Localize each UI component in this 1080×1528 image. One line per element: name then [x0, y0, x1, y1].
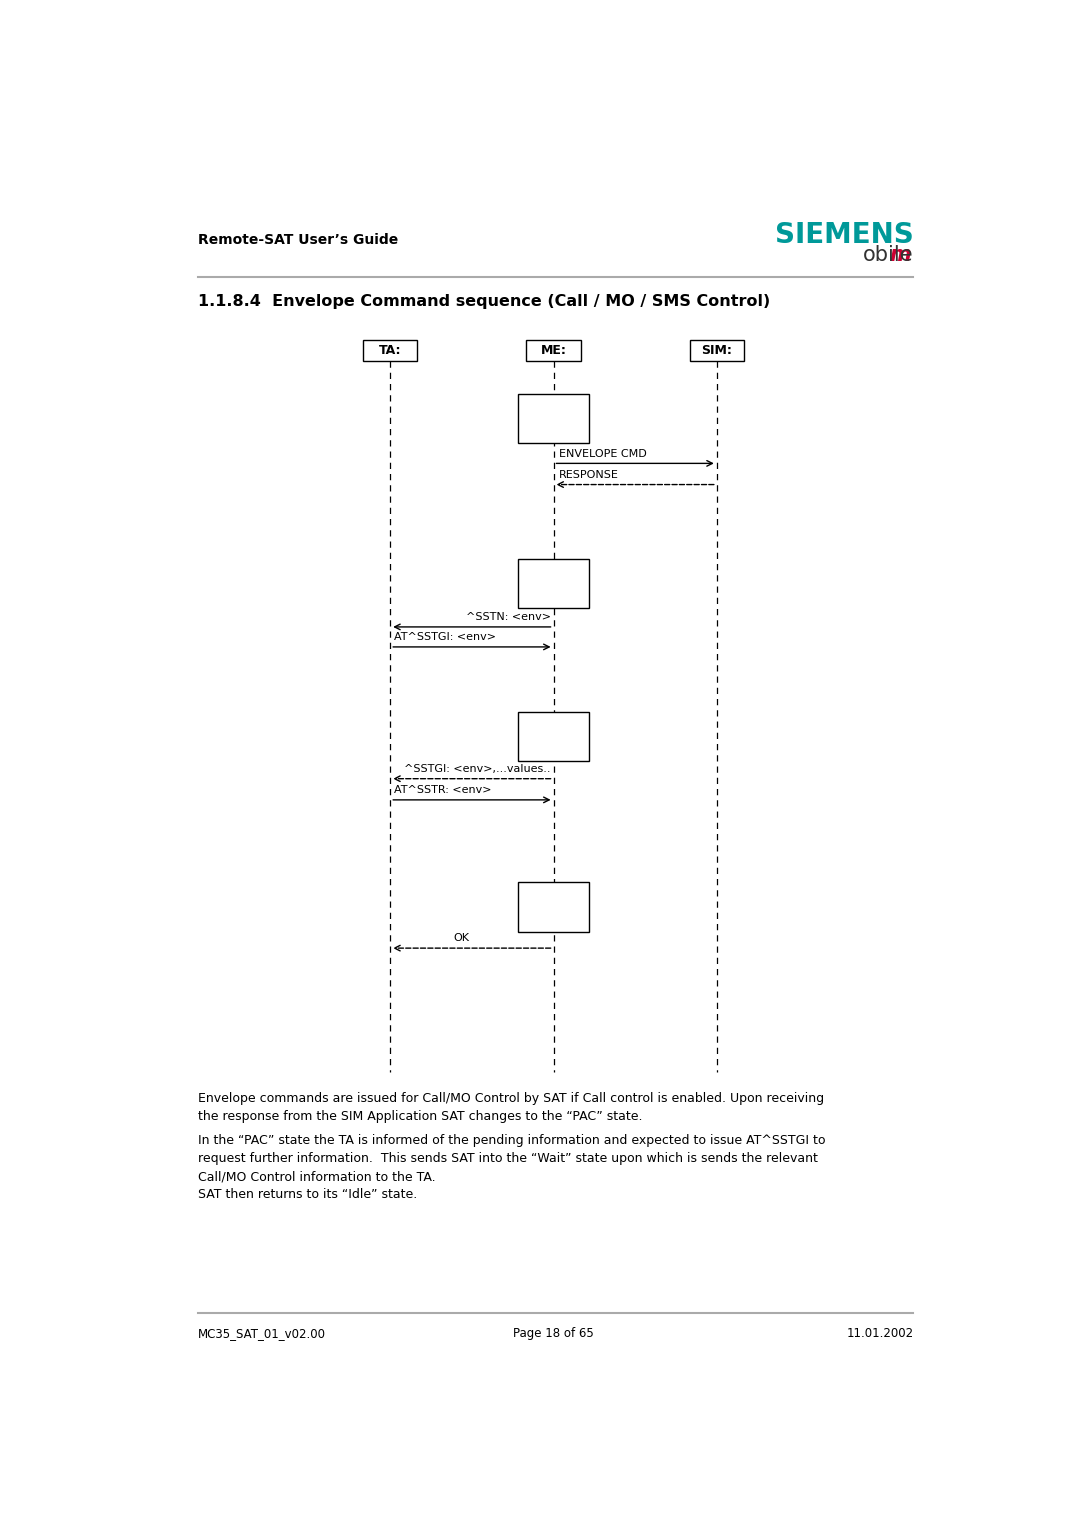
- Text: In the “PAC” state the TA is informed of the pending information and expected to: In the “PAC” state the TA is informed of…: [198, 1134, 825, 1183]
- Text: AT^SSTGI: <env>: AT^SSTGI: <env>: [394, 633, 497, 642]
- Text: SIM:: SIM:: [701, 344, 732, 358]
- Text: OK: OK: [454, 934, 469, 943]
- Text: 2: 2: [565, 423, 572, 437]
- Text: m: m: [889, 244, 910, 264]
- Bar: [526, 339, 581, 361]
- Text: 2: 2: [565, 912, 572, 926]
- Bar: [518, 394, 589, 443]
- Text: SIEMENS: SIEMENS: [774, 222, 914, 249]
- Text: Wait: Wait: [537, 721, 570, 736]
- Bar: [363, 339, 418, 361]
- Bar: [689, 339, 744, 361]
- Bar: [518, 882, 589, 932]
- Text: MC35_SAT_01_v02.00: MC35_SAT_01_v02.00: [198, 1326, 326, 1340]
- Text: 11.01.2002: 11.01.2002: [847, 1326, 914, 1340]
- Text: TA:: TA:: [379, 344, 402, 358]
- Text: Page 18 of 65: Page 18 of 65: [513, 1326, 594, 1340]
- Bar: [518, 559, 589, 608]
- Text: Idle: Idle: [540, 892, 567, 908]
- Text: Idle: Idle: [540, 403, 567, 419]
- Text: SAT then returns to its “Idle” state.: SAT then returns to its “Idle” state.: [198, 1189, 417, 1201]
- Text: PAC: PAC: [539, 568, 568, 584]
- Text: ^SSTN: <env>: ^SSTN: <env>: [465, 613, 551, 622]
- Text: 4: 4: [565, 741, 572, 755]
- Text: Envelope commands are issued for Call/MO Control by SAT if Call control is enabl: Envelope commands are issued for Call/MO…: [198, 1091, 824, 1123]
- Bar: [518, 712, 589, 761]
- Text: 1.1.8.4  Envelope Command sequence (Call / MO / SMS Control): 1.1.8.4 Envelope Command sequence (Call …: [198, 293, 770, 309]
- Text: ^SSTGI: <env>,...values..: ^SSTGI: <env>,...values..: [405, 764, 551, 775]
- Text: AT^SSTR: <env>: AT^SSTR: <env>: [394, 785, 492, 795]
- Text: Remote-SAT User’s Guide: Remote-SAT User’s Guide: [198, 232, 399, 248]
- Text: obile: obile: [863, 244, 914, 264]
- Text: RESPONSE: RESPONSE: [559, 469, 619, 480]
- Text: ENVELOPE CMD: ENVELOPE CMD: [559, 449, 647, 458]
- Text: ME:: ME:: [541, 344, 566, 358]
- Text: 3: 3: [565, 588, 572, 602]
